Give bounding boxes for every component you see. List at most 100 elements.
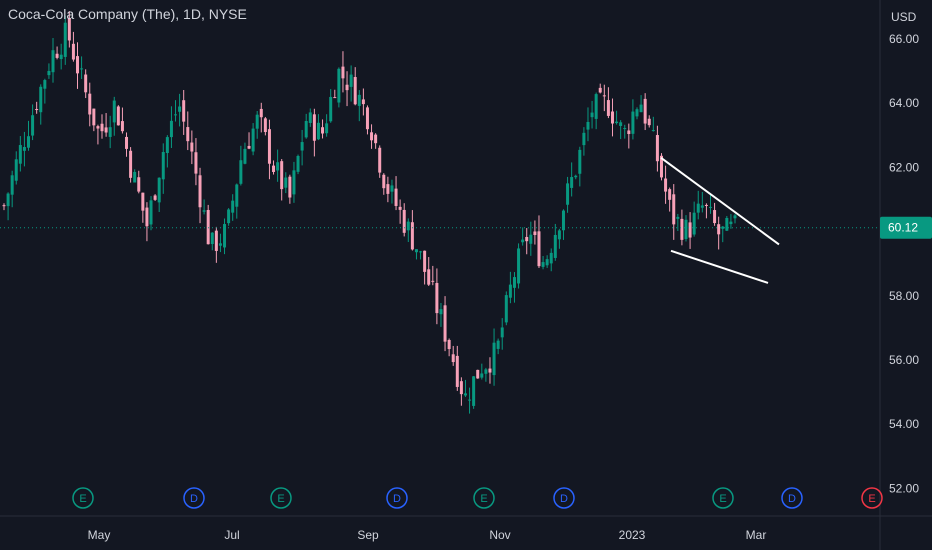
candle [210, 232, 214, 251]
earnings-marker[interactable]: E [861, 487, 883, 509]
candle [468, 387, 472, 414]
candle [688, 212, 692, 249]
candle [59, 43, 63, 70]
candle [431, 265, 435, 286]
candle [194, 138, 198, 186]
candle [186, 111, 190, 151]
candle [574, 174, 578, 180]
candle [635, 107, 639, 120]
time-tick-label: 2023 [619, 528, 646, 542]
candle [280, 159, 284, 201]
candle [717, 216, 721, 250]
candle [284, 172, 288, 194]
candle [623, 124, 627, 139]
candle [206, 204, 210, 245]
candle [419, 250, 423, 260]
dividend-marker[interactable]: D [781, 487, 803, 509]
price-tick-label: 64.00 [889, 96, 919, 110]
candle [76, 42, 80, 89]
candle [504, 291, 508, 326]
candle [125, 132, 129, 157]
earnings-marker[interactable]: E [473, 487, 495, 509]
candle [227, 208, 231, 226]
dividend-marker[interactable]: D [553, 487, 575, 509]
candle [67, 11, 71, 48]
candle [488, 357, 492, 384]
candle [615, 110, 619, 125]
candle [655, 125, 659, 172]
candle [321, 119, 325, 139]
candle [80, 56, 84, 80]
candle [570, 162, 574, 197]
candle [288, 174, 292, 204]
candle [329, 89, 333, 123]
candle [668, 187, 672, 212]
last-price-badge: 60.12 [880, 216, 932, 239]
candle [349, 65, 353, 102]
wedge-upper-line[interactable] [660, 156, 780, 246]
earnings-marker-label: E [277, 493, 284, 505]
candle [684, 215, 688, 242]
candle [447, 338, 451, 357]
candle [312, 108, 316, 157]
earnings-marker[interactable]: E [270, 487, 292, 509]
candle [231, 194, 235, 221]
candle [512, 272, 516, 303]
candle [427, 257, 431, 287]
candle [296, 154, 300, 175]
candle [300, 129, 304, 166]
dividend-marker[interactable]: D [183, 487, 205, 509]
candle [680, 209, 684, 246]
candle [606, 87, 610, 119]
candle [35, 101, 39, 114]
candle [529, 221, 533, 256]
candle [161, 143, 165, 194]
candle [51, 38, 55, 83]
candle [218, 233, 222, 253]
price-tick-label: 54.00 [889, 417, 919, 431]
candle [725, 215, 729, 231]
candle [553, 223, 557, 261]
candle [582, 127, 586, 156]
earnings-marker[interactable]: E [72, 487, 94, 509]
candle [308, 108, 312, 127]
candle [165, 135, 169, 168]
candle [708, 193, 712, 214]
candle [541, 256, 545, 270]
time-axis[interactable]: May Jul Sep Nov 2023 Mar [88, 528, 767, 542]
candle [610, 98, 614, 137]
candle [423, 250, 427, 285]
candle [259, 102, 263, 133]
candle [463, 379, 467, 397]
candlestick-series [2, 11, 737, 414]
earnings-marker[interactable]: E [712, 487, 734, 509]
candle [71, 31, 75, 62]
candle [627, 123, 631, 149]
candle [664, 165, 668, 204]
candle [459, 377, 463, 406]
candle [341, 51, 345, 93]
candle [496, 338, 500, 355]
candle [353, 67, 357, 106]
candle [182, 90, 186, 135]
candle [647, 115, 651, 128]
candle [394, 176, 398, 211]
price-tick-label: 62.00 [889, 160, 919, 174]
candle [63, 15, 67, 65]
earnings-marker-label: E [480, 493, 487, 505]
candle [47, 63, 51, 79]
falling-wedge-pattern[interactable] [660, 156, 780, 284]
candle [22, 131, 26, 167]
dividend-marker[interactable]: D [386, 487, 408, 509]
candle [525, 228, 529, 255]
candle [602, 84, 606, 112]
candle [325, 114, 329, 137]
candle [133, 169, 137, 183]
candle [304, 113, 308, 139]
candle [402, 203, 406, 237]
time-tick-label: Nov [489, 528, 510, 542]
wedge-lower-line[interactable] [670, 249, 769, 284]
candle [276, 149, 280, 182]
event-markers: E E E E ED D D D [72, 487, 883, 509]
